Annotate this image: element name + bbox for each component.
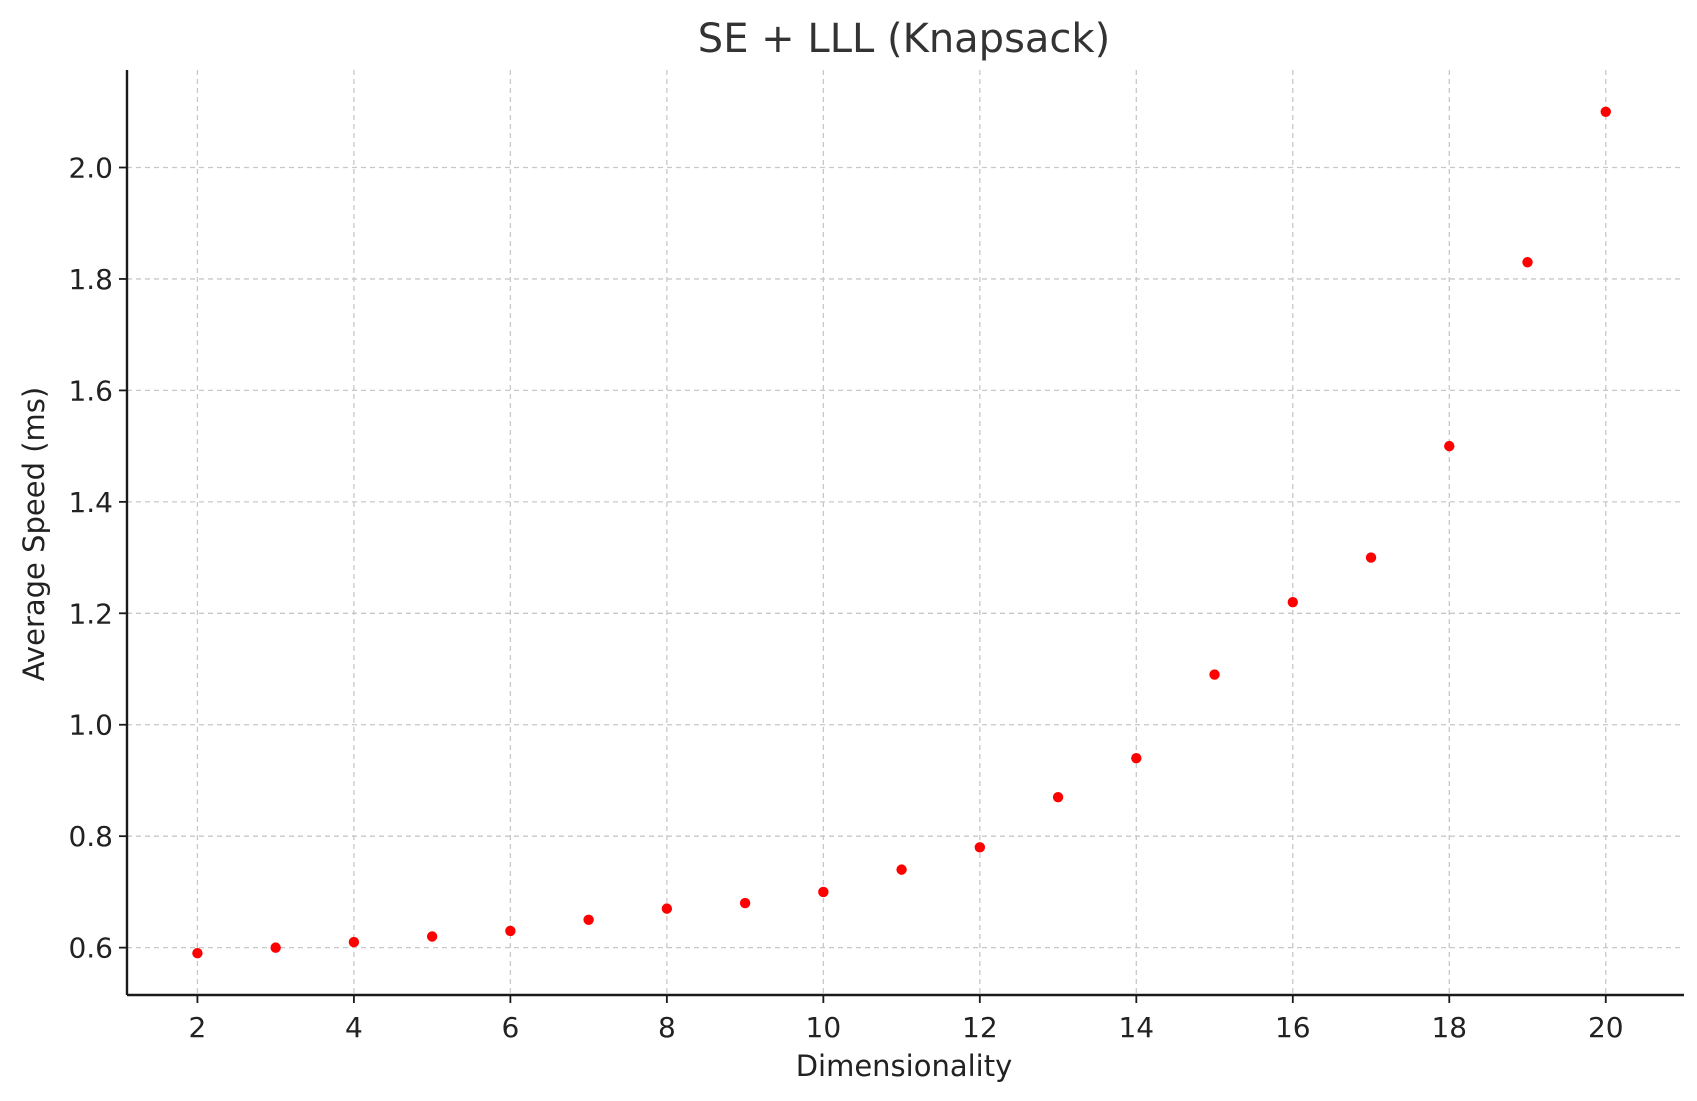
y-tick-label: 1.6 — [68, 374, 113, 407]
data-point — [505, 925, 516, 937]
y-tick-label: 0.8 — [68, 820, 113, 853]
x-tick-label: 20 — [1588, 1011, 1624, 1044]
data-points — [192, 106, 1611, 959]
axes — [125, 70, 1684, 997]
x-tick-label: 12 — [962, 1011, 998, 1044]
grid — [127, 70, 1684, 995]
data-point — [583, 914, 594, 925]
y-tick-label: 2.0 — [68, 152, 113, 185]
x-tick-label: 14 — [1118, 1011, 1154, 1044]
x-axis-label: Dimensionality — [796, 1049, 1013, 1083]
y-tick-label: 1.0 — [68, 709, 113, 742]
data-point — [270, 942, 281, 953]
x-axis-ticks: 2 4 6 8 10 12 14 16 18 20 — [189, 995, 1624, 1044]
y-tick-label: 1.4 — [68, 486, 113, 519]
chart-title: SE + LLL (Knapsack) — [698, 16, 1110, 62]
y-tick-label: 1.8 — [68, 263, 113, 296]
x-tick-label: 16 — [1275, 1011, 1311, 1044]
data-point — [1600, 106, 1611, 117]
data-point — [1131, 752, 1142, 764]
data-point — [896, 864, 907, 875]
data-point — [1365, 552, 1377, 563]
data-point — [739, 897, 751, 909]
y-axis-label: Average Speed (ms) — [17, 387, 51, 681]
x-tick-label: 18 — [1431, 1011, 1467, 1044]
x-tick-label: 10 — [806, 1011, 842, 1044]
data-point — [426, 931, 438, 942]
data-point — [192, 948, 203, 959]
data-point — [1522, 257, 1533, 268]
x-tick-label: 4 — [345, 1011, 363, 1044]
x-tick-label: 8 — [658, 1011, 676, 1044]
data-point — [1052, 791, 1064, 803]
data-point — [818, 886, 829, 898]
data-point — [1444, 440, 1455, 452]
y-tick-label: 1.2 — [68, 597, 113, 630]
data-point — [974, 842, 986, 853]
data-point — [1287, 596, 1298, 608]
y-tick-label: 0.6 — [68, 932, 113, 965]
y-axis-ticks: 0.6 0.8 1.0 1.2 1.4 1.6 1.8 2.0 — [68, 152, 127, 965]
data-point — [348, 936, 360, 948]
x-tick-label: 6 — [501, 1011, 519, 1044]
data-point — [661, 903, 673, 914]
x-tick-label: 2 — [189, 1011, 207, 1044]
data-point — [1209, 669, 1220, 680]
